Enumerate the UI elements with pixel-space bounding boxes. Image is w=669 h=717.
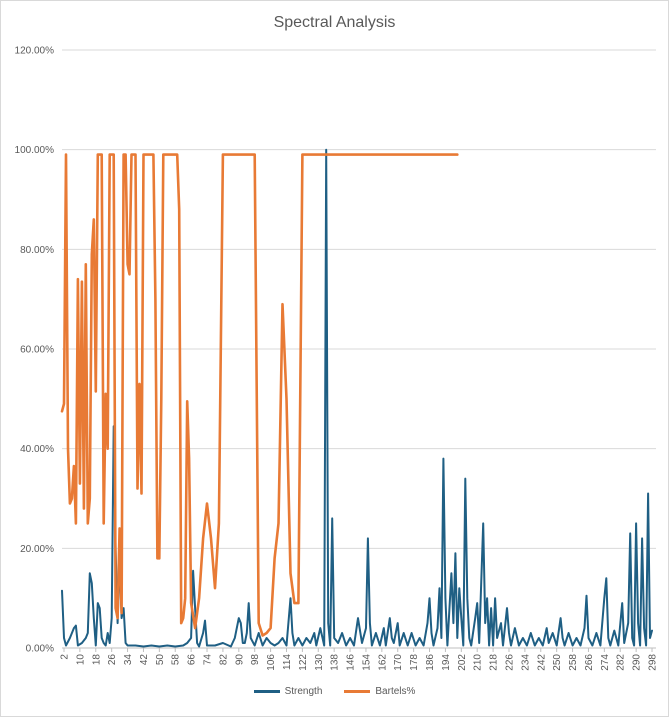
x-tick-label: 290 bbox=[632, 654, 643, 671]
x-tick-label: 274 bbox=[600, 654, 611, 671]
x-tick-label: 194 bbox=[441, 654, 452, 671]
x-tick-label: 250 bbox=[552, 654, 563, 671]
x-tick-label: 42 bbox=[139, 654, 150, 666]
x-tick-label: 170 bbox=[393, 654, 404, 671]
x-tick-label: 2 bbox=[59, 654, 70, 660]
legend-item-bartels: Bartels% bbox=[344, 686, 415, 697]
legend-label-strength: Strength bbox=[284, 686, 323, 697]
x-tick-label: 50 bbox=[155, 654, 166, 666]
x-tick-label: 82 bbox=[218, 654, 229, 666]
y-tick-label: 40.00% bbox=[20, 444, 54, 455]
x-tick-label: 106 bbox=[266, 654, 277, 671]
x-tick-label: 34 bbox=[123, 654, 134, 666]
chart-legend: Strength Bartels% bbox=[0, 686, 669, 697]
x-tick-label: 210 bbox=[473, 654, 484, 671]
legend-item-strength: Strength bbox=[253, 686, 323, 697]
x-tick-label: 266 bbox=[584, 654, 595, 671]
x-tick-label: 218 bbox=[489, 654, 500, 671]
series-line-bartels bbox=[60, 153, 459, 637]
y-tick-label: 60.00% bbox=[20, 345, 54, 356]
x-tick-label: 178 bbox=[409, 654, 420, 671]
x-tick-label: 130 bbox=[314, 654, 325, 671]
y-tick-label: 0.00% bbox=[26, 644, 54, 655]
x-tick-label: 58 bbox=[171, 654, 182, 666]
x-tick-label: 258 bbox=[568, 654, 579, 671]
x-tick-label: 146 bbox=[346, 654, 357, 671]
x-tick-label: 122 bbox=[298, 654, 309, 671]
y-tick-label: 100.00% bbox=[15, 145, 55, 156]
x-tick-label: 282 bbox=[616, 654, 627, 671]
y-tick-label: 120.00% bbox=[15, 46, 55, 57]
y-tick-label: 80.00% bbox=[20, 245, 54, 256]
x-tick-label: 242 bbox=[536, 654, 547, 671]
x-tick-label: 154 bbox=[361, 654, 372, 671]
x-tick-label: 66 bbox=[187, 654, 198, 666]
x-tick-label: 114 bbox=[282, 654, 293, 670]
legend-label-bartels: Bartels% bbox=[375, 686, 416, 697]
x-tick-label: 138 bbox=[330, 654, 341, 671]
x-tick-label: 10 bbox=[75, 654, 86, 666]
x-tick-label: 162 bbox=[377, 654, 388, 671]
x-tick-label: 74 bbox=[203, 654, 214, 666]
x-tick-label: 18 bbox=[91, 654, 102, 666]
legend-swatch-bartels bbox=[344, 690, 371, 693]
x-tick-label: 298 bbox=[648, 654, 659, 671]
chart-title: Spectral Analysis bbox=[273, 14, 396, 31]
x-tick-label: 98 bbox=[250, 654, 261, 666]
x-tick-label: 202 bbox=[457, 654, 468, 671]
x-tick-label: 234 bbox=[520, 654, 531, 671]
y-tick-label: 20.00% bbox=[20, 544, 54, 555]
x-tick-label: 26 bbox=[107, 654, 118, 666]
series-line-strength bbox=[61, 148, 653, 648]
x-tick-label: 90 bbox=[234, 654, 245, 666]
x-tick-label: 186 bbox=[425, 654, 436, 671]
x-tick-label: 226 bbox=[504, 654, 515, 671]
legend-swatch-strength bbox=[253, 690, 280, 693]
